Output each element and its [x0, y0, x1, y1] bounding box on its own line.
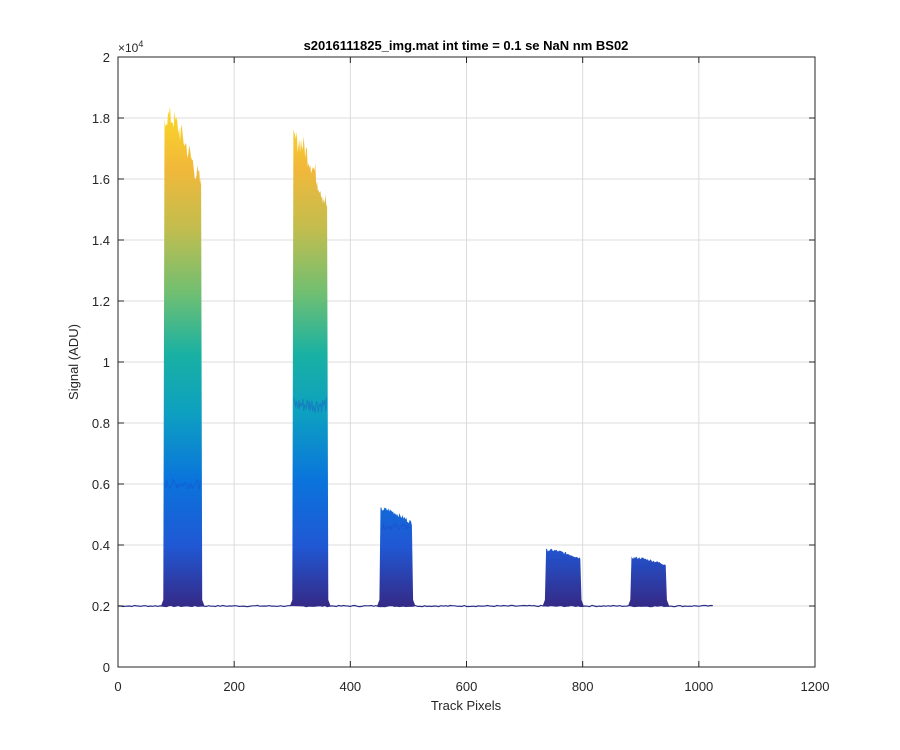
- peak-inner-trace-4: [546, 557, 581, 563]
- y-tick-label: 0.6: [92, 477, 110, 492]
- x-tick-label: 400: [339, 679, 361, 694]
- x-axis-label: Track Pixels: [431, 698, 502, 713]
- x-axis: 0 200 400 600 800 1000 1200: [114, 57, 829, 694]
- y-tick-label: 0.8: [92, 416, 110, 431]
- peak-band-4: [542, 548, 584, 606]
- y-tick-label: 1.4: [92, 233, 110, 248]
- peak-band-2: [289, 129, 331, 606]
- x-tick-label: 1000: [684, 679, 713, 694]
- y-tick-label: 1.2: [92, 294, 110, 309]
- y-tick-label: 0: [103, 660, 110, 675]
- peak-band-1: [161, 105, 205, 607]
- y-axis-label: Signal (ADU): [66, 324, 81, 400]
- chart-title: s2016111825_img.mat int time = 0.1 se Na…: [304, 38, 629, 53]
- peak-band-5: [628, 556, 670, 606]
- x-tick-label: 800: [572, 679, 594, 694]
- baseline-line: [117, 604, 713, 608]
- peak-band-3: [377, 507, 416, 606]
- x-tick-label: 1200: [801, 679, 830, 694]
- peak-inner-trace-3: [380, 522, 412, 532]
- x-tick-label: 600: [456, 679, 478, 694]
- y-tick-label: 2: [103, 50, 110, 65]
- data-marks: [117, 105, 713, 608]
- x-tick-label: 0: [114, 679, 121, 694]
- y-exponent-label: ×104: [118, 39, 143, 55]
- x-tick-label: 200: [223, 679, 245, 694]
- y-tick-label: 0.2: [92, 599, 110, 614]
- peak-inner-trace-2: [293, 397, 327, 413]
- grid-lines: [118, 57, 815, 667]
- peak-inner-trace-1: [164, 477, 201, 491]
- y-tick-label: 1.8: [92, 111, 110, 126]
- peak-inner-trace-5: [631, 563, 666, 570]
- y-tick-label: 1: [103, 355, 110, 370]
- y-axis: 0 0.2 0.4 0.6 0.8 1 1.2 1.4 1.6 1.8 2: [92, 50, 815, 675]
- y-tick-label: 1.6: [92, 172, 110, 187]
- y-tick-label: 0.4: [92, 538, 110, 553]
